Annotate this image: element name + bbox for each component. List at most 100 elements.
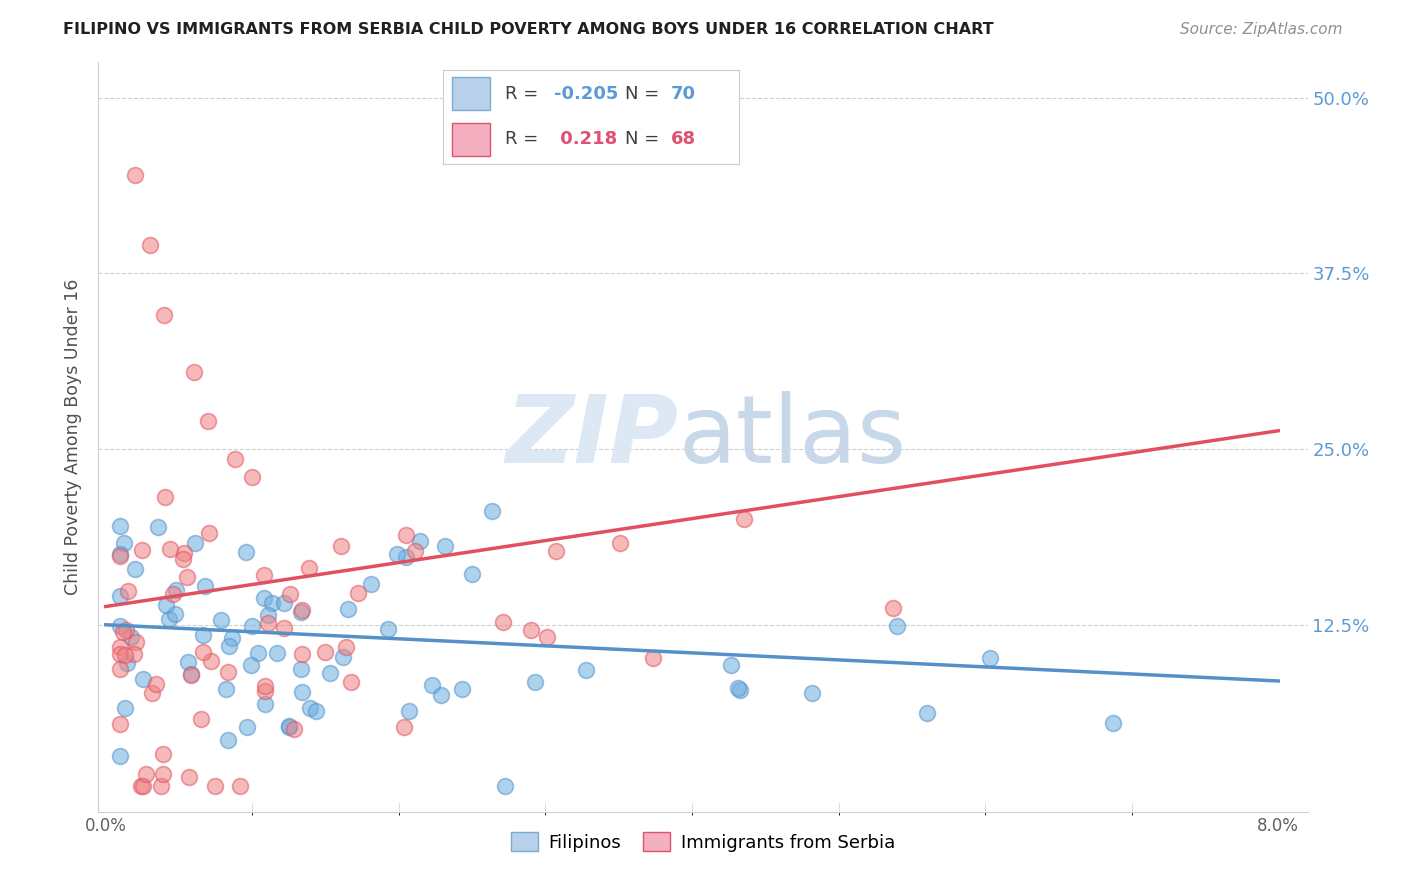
Point xyxy=(461,566,484,581)
Point xyxy=(246,646,269,660)
Point xyxy=(110,662,132,676)
Legend: Filipinos, Immigrants from Serbia: Filipinos, Immigrants from Serbia xyxy=(503,825,903,859)
Point xyxy=(124,168,146,182)
Point xyxy=(290,662,312,676)
Point xyxy=(124,561,146,575)
Point xyxy=(115,656,138,670)
Point xyxy=(122,647,145,661)
Point xyxy=(163,607,186,621)
Point xyxy=(150,780,173,794)
Point xyxy=(159,542,181,557)
Point xyxy=(162,587,184,601)
Point xyxy=(217,733,239,747)
Point xyxy=(179,770,201,784)
Text: ZIP: ZIP xyxy=(506,391,679,483)
Point xyxy=(395,528,418,542)
Point xyxy=(253,591,276,606)
Point xyxy=(204,780,226,794)
Point xyxy=(166,582,188,597)
Point xyxy=(221,631,243,645)
Point xyxy=(727,681,749,696)
Point xyxy=(177,655,200,669)
Point xyxy=(492,615,515,629)
Point xyxy=(377,622,399,636)
Point xyxy=(190,712,212,726)
Point xyxy=(153,309,176,323)
Point xyxy=(152,767,174,781)
Point xyxy=(184,536,207,550)
Point xyxy=(291,603,314,617)
Point xyxy=(191,644,214,658)
Point xyxy=(235,544,257,558)
Point xyxy=(430,688,453,702)
Point xyxy=(110,519,132,533)
Point xyxy=(110,548,132,562)
Point xyxy=(304,704,326,718)
Point xyxy=(131,543,153,558)
Point xyxy=(340,674,363,689)
Point xyxy=(110,647,132,661)
Point xyxy=(395,549,418,564)
Point xyxy=(277,719,299,733)
Point xyxy=(886,619,908,633)
Point xyxy=(253,683,276,698)
Point xyxy=(198,525,221,540)
Point xyxy=(433,539,456,553)
Point xyxy=(720,657,742,672)
Point xyxy=(125,635,148,649)
Point xyxy=(217,665,239,680)
Point xyxy=(481,504,503,518)
Point xyxy=(544,543,567,558)
Point xyxy=(257,607,280,622)
Point xyxy=(180,666,202,681)
Point xyxy=(110,589,132,603)
Point xyxy=(138,238,160,252)
Point xyxy=(257,616,280,631)
Point xyxy=(114,648,136,662)
Point xyxy=(329,540,352,554)
Point xyxy=(409,533,432,548)
Point xyxy=(110,717,132,731)
Point xyxy=(148,520,170,534)
Point xyxy=(242,619,264,633)
Point xyxy=(173,546,195,560)
Point xyxy=(172,552,194,566)
Point xyxy=(197,414,219,428)
Point xyxy=(360,576,382,591)
Point xyxy=(915,706,938,720)
Point xyxy=(194,579,217,593)
Point xyxy=(262,596,284,610)
Point xyxy=(236,720,259,734)
Point xyxy=(1101,716,1123,731)
Point xyxy=(253,568,276,582)
Point xyxy=(575,663,598,677)
Point xyxy=(152,747,174,761)
Point xyxy=(273,622,295,636)
Point xyxy=(110,549,132,563)
Point xyxy=(218,639,240,653)
Y-axis label: Child Poverty Among Boys Under 16: Child Poverty Among Boys Under 16 xyxy=(65,279,83,595)
Point xyxy=(135,767,157,781)
Point xyxy=(253,697,276,711)
Text: atlas: atlas xyxy=(679,391,907,483)
Point xyxy=(298,561,321,575)
Point xyxy=(319,666,342,681)
Point xyxy=(229,780,252,794)
Point xyxy=(314,645,336,659)
Point xyxy=(524,674,547,689)
Point xyxy=(332,649,354,664)
Point xyxy=(110,748,132,763)
Point xyxy=(519,623,541,637)
Point xyxy=(176,570,198,584)
Point xyxy=(609,535,631,549)
Point xyxy=(882,601,904,615)
Point xyxy=(278,720,301,734)
Point xyxy=(291,685,314,699)
Point xyxy=(180,668,202,682)
Point xyxy=(291,648,314,662)
Point xyxy=(110,640,132,654)
Point xyxy=(132,780,155,794)
Point xyxy=(239,658,262,673)
Point xyxy=(183,365,205,379)
Point xyxy=(224,452,246,467)
